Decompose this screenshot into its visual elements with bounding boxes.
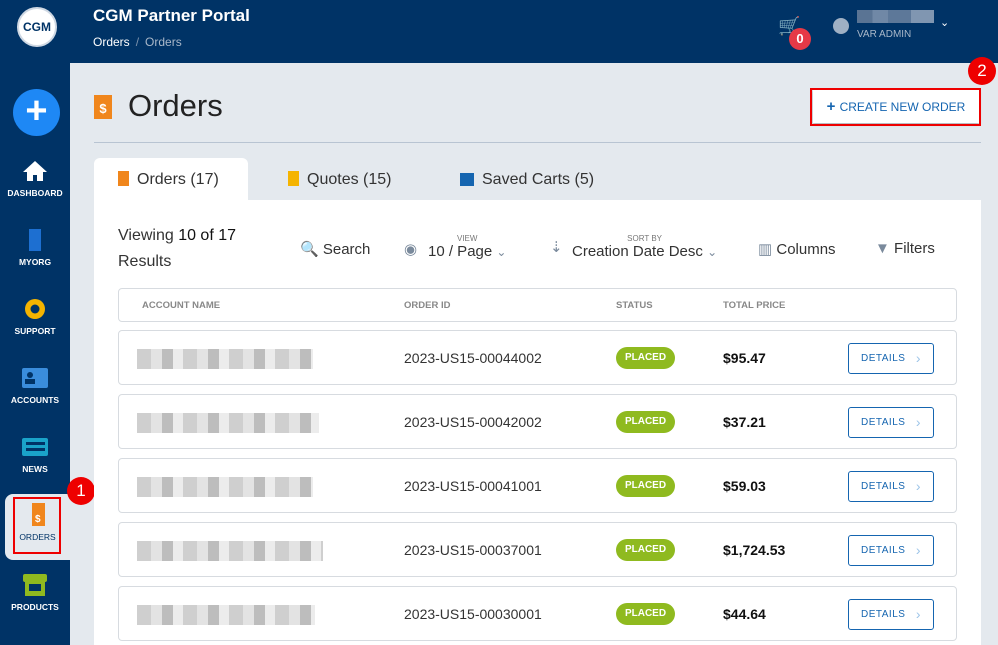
breadcrumb-current: Orders — [145, 35, 182, 49]
total-price: $1,724.53 — [723, 542, 786, 558]
filter-icon: ▼ — [875, 240, 890, 257]
order-id: 2023-US15-00030001 — [404, 606, 542, 622]
tab-quotes[interactable]: Quotes (15) — [264, 158, 414, 200]
filters-button[interactable]: ▼ Filters — [875, 240, 935, 257]
chevron-down-icon: ⌄ — [707, 245, 718, 259]
sidebar-item-products[interactable]: PRODUCTS — [0, 574, 70, 612]
chevron-right-icon: › — [915, 414, 921, 430]
status-badge: PLACED — [616, 539, 675, 561]
col-total-price[interactable]: TOTAL PRICE — [723, 300, 786, 311]
save-icon — [460, 173, 474, 186]
status-badge: PLACED — [616, 475, 675, 497]
chevron-down-icon: ⌄ — [496, 245, 507, 259]
add-button[interactable]: + — [13, 89, 60, 136]
sidebar-item-dashboard[interactable]: DASHBOARD — [0, 160, 70, 198]
sidebar-item-accounts[interactable]: ACCOUNTS — [0, 367, 70, 405]
order-id: 2023-US15-00037001 — [404, 542, 542, 558]
table-row: 2023-US15-00037001 PLACED $1,724.53 DETA… — [118, 522, 957, 577]
tab-orders[interactable]: Orders (17) — [94, 158, 248, 200]
col-account-name[interactable]: ACCOUNT NAME — [142, 300, 221, 311]
total-price: $44.64 — [723, 606, 766, 622]
cgm-logo[interactable]: CGM — [17, 7, 57, 47]
account-name-redacted — [137, 541, 323, 561]
newspaper-icon — [22, 438, 48, 456]
columns-icon: ▥ — [758, 241, 773, 258]
annotation-badge-2: 2 — [968, 57, 996, 85]
search-button[interactable]: 🔍 Search — [300, 241, 371, 258]
home-icon — [23, 161, 47, 181]
sort-icon: ⇣ — [550, 239, 563, 256]
account-name-redacted — [137, 413, 319, 433]
invoice-icon — [118, 171, 129, 186]
sidebar-item-support[interactable]: SUPPORT — [0, 298, 70, 336]
quote-icon — [288, 171, 299, 186]
details-button[interactable]: DETAILS › — [848, 535, 934, 566]
user-role: VAR ADMIN — [857, 29, 912, 40]
store-icon — [23, 574, 47, 596]
annotation-badge-1: 1 — [67, 477, 95, 505]
sidebar-item-myorg[interactable]: MYORG — [0, 229, 70, 267]
sidebar-item-news[interactable]: NEWS — [0, 436, 70, 474]
details-button[interactable]: DETAILS › — [848, 471, 934, 502]
invoice-icon: $ — [94, 95, 112, 119]
table-row: 2023-US15-00030001 PLACED $44.64 DETAILS… — [118, 586, 957, 641]
user-icon[interactable] — [833, 18, 849, 34]
details-button[interactable]: DETAILS › — [848, 343, 934, 374]
table-row: 2023-US15-00044002 PLACED $95.47 DETAILS… — [118, 330, 957, 385]
order-id: 2023-US15-00044002 — [404, 350, 542, 366]
table-header: ACCOUNT NAME ORDER ID STATUS TOTAL PRICE — [118, 288, 957, 322]
divider — [94, 142, 981, 143]
svg-text:$: $ — [35, 514, 41, 525]
view-select[interactable]: ◉ VIEW 10 / Page ⌄ — [404, 234, 507, 260]
id-card-icon — [22, 368, 48, 388]
columns-button[interactable]: ▥ Columns — [758, 241, 836, 258]
breadcrumb: Orders / Orders — [93, 35, 182, 49]
annotation-highlight-1 — [13, 497, 61, 554]
account-name-redacted — [137, 477, 313, 497]
app-title: CGM Partner Portal — [93, 6, 250, 25]
table-row: 2023-US15-00042002 PLACED $37.21 DETAILS… — [118, 394, 957, 449]
status-badge: PLACED — [616, 411, 675, 433]
total-price: $59.03 — [723, 478, 766, 494]
sort-select[interactable]: ⇣ SORT BY Creation Date Desc ⌄ — [550, 234, 718, 260]
table-row: 2023-US15-00041001 PLACED $59.03 DETAILS… — [118, 458, 957, 513]
breadcrumb-orders-link[interactable]: Orders — [93, 35, 130, 49]
total-price: $37.21 — [723, 414, 766, 430]
results-count: Viewing 10 of 17 Results — [118, 227, 237, 270]
order-id: 2023-US15-00042002 — [404, 414, 542, 430]
total-price: $95.47 — [723, 350, 766, 366]
user-name-redacted — [857, 10, 934, 23]
plus-icon: + — [826, 98, 840, 115]
account-name-redacted — [137, 605, 315, 625]
status-badge: PLACED — [616, 603, 675, 625]
eye-icon: ◉ — [404, 241, 418, 258]
chevron-right-icon: › — [915, 350, 921, 366]
top-bar — [0, 0, 998, 63]
tab-saved-carts[interactable]: Saved Carts (5) — [436, 158, 616, 200]
annotation-highlight-2 — [810, 88, 981, 126]
chevron-right-icon: › — [915, 478, 921, 494]
page-title: Orders — [128, 88, 223, 123]
col-order-id[interactable]: ORDER ID — [404, 300, 451, 311]
order-id: 2023-US15-00041001 — [404, 478, 542, 494]
details-button[interactable]: DETAILS › — [848, 599, 934, 630]
chevron-right-icon: › — [915, 606, 921, 622]
chevron-right-icon: › — [915, 542, 921, 558]
create-new-order-button[interactable]: + CREATE NEW ORDER — [813, 90, 979, 123]
cart-count-badge: 0 — [789, 28, 811, 50]
building-icon — [29, 229, 41, 251]
chevron-down-icon[interactable]: ⌄ — [940, 17, 950, 29]
details-button[interactable]: DETAILS › — [848, 407, 934, 438]
search-icon: 🔍 — [300, 241, 319, 258]
col-status[interactable]: STATUS — [616, 300, 653, 311]
lifebuoy-icon — [25, 299, 45, 319]
status-badge: PLACED — [616, 347, 675, 369]
invoice-icon: $ — [31, 503, 45, 526]
account-name-redacted — [137, 349, 313, 369]
